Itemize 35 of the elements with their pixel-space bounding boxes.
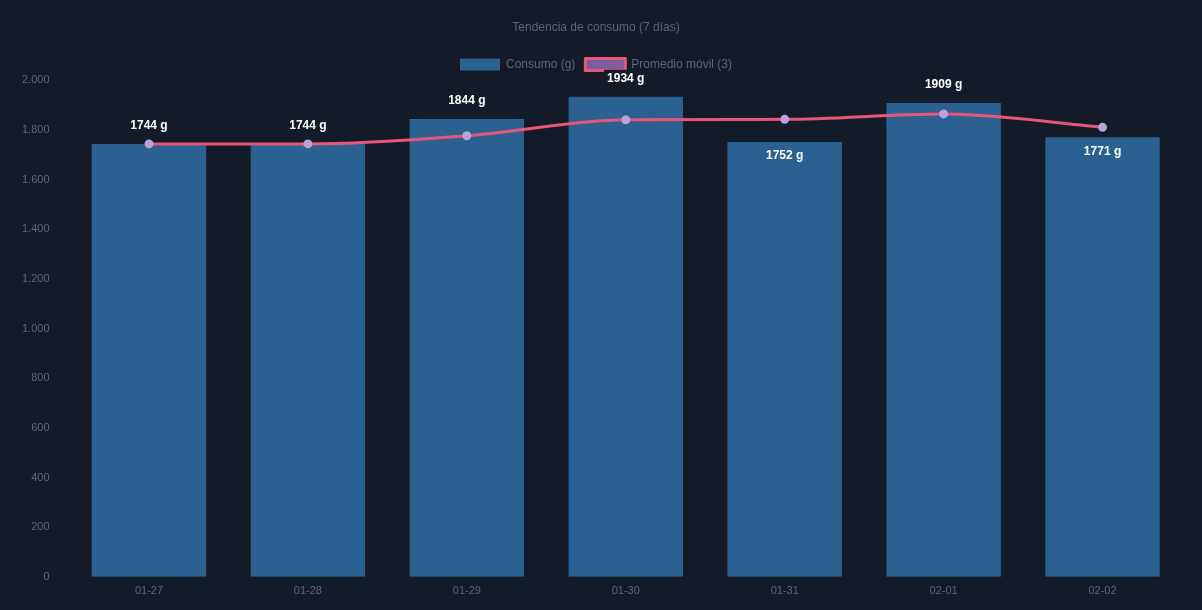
bar bbox=[727, 141, 842, 577]
chart-title: Tendencia de consumo (7 días) bbox=[512, 19, 680, 34]
y-tick-label: 2.000 bbox=[22, 73, 50, 86]
legend-label: Promedio móvil (3) bbox=[631, 56, 733, 71]
bar bbox=[568, 96, 683, 577]
data-label: 1771 g bbox=[1083, 143, 1122, 158]
bar bbox=[409, 119, 525, 577]
data-label: 1744 g bbox=[289, 118, 327, 133]
y-tick-label: 0 bbox=[43, 569, 50, 582]
bar bbox=[91, 143, 207, 577]
y-tick-label: 600 bbox=[31, 420, 50, 433]
y-tick-label: 1.400 bbox=[22, 222, 50, 235]
data-label: 1844 g bbox=[448, 93, 486, 108]
data-label: 1934 g bbox=[607, 71, 645, 86]
x-tick-label: 01-29 bbox=[452, 584, 481, 597]
y-tick-label: 1.600 bbox=[22, 172, 50, 185]
x-tick-label: 01-31 bbox=[770, 584, 799, 597]
x-tick-label: 01-30 bbox=[611, 584, 640, 597]
data-label: 1752 g bbox=[766, 148, 804, 163]
data-label: 1744 g bbox=[130, 118, 168, 133]
x-tick-label: 01-28 bbox=[293, 584, 322, 597]
y-tick-label: 800 bbox=[31, 371, 50, 384]
y-tick-label: 1.800 bbox=[22, 123, 50, 136]
y-tick-label: 200 bbox=[31, 520, 50, 533]
bar bbox=[1045, 137, 1160, 577]
y-tick-label: 1.200 bbox=[22, 271, 50, 284]
data-label: 1909 g bbox=[924, 77, 963, 92]
x-tick-label: 01-27 bbox=[134, 584, 164, 597]
x-tick-label: 02-01 bbox=[929, 584, 958, 597]
y-tick-label: 1.000 bbox=[22, 321, 50, 334]
y-tick-label: 400 bbox=[31, 470, 50, 483]
legend-label: Consumo (g) bbox=[505, 56, 576, 71]
x-tick-label: 02-02 bbox=[1088, 584, 1117, 597]
bar bbox=[886, 102, 1001, 577]
bar bbox=[250, 143, 366, 577]
